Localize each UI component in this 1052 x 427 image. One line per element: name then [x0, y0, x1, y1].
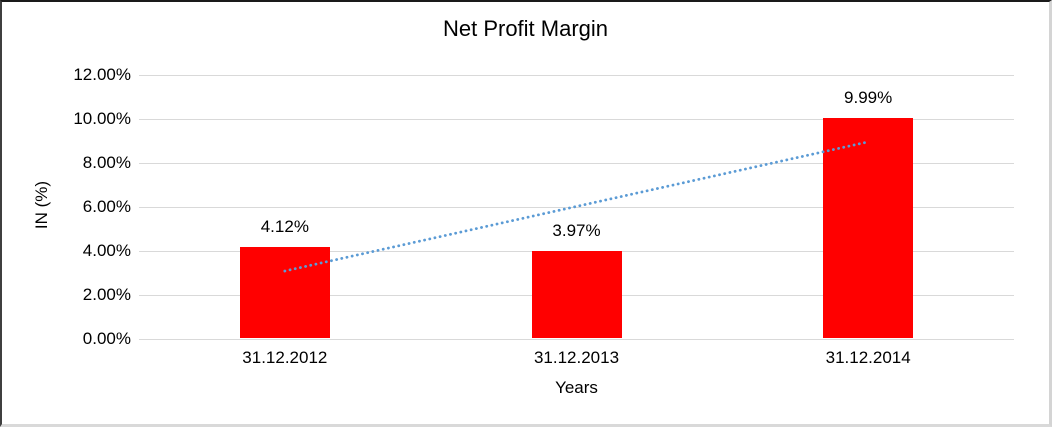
- x-tick-label: 31.12.2014: [825, 348, 911, 367]
- data-label: 9.99%: [844, 88, 893, 108]
- gridline: [139, 119, 1014, 120]
- y-tick-label: 10.00%: [73, 109, 131, 128]
- bar: [823, 118, 914, 338]
- gridline: [139, 339, 1014, 340]
- x-axis-title: Years: [555, 378, 598, 397]
- chart-title: Net Profit Margin: [442, 16, 609, 41]
- data-label: 3.97%: [552, 220, 601, 240]
- y-tick-label: 8.00%: [82, 153, 131, 172]
- x-axis: 31.12.2012 31.12.2013 31.12.2014: [139, 348, 1014, 370]
- y-tick-label: 6.00%: [82, 197, 131, 216]
- y-tick-label: 2.00%: [82, 285, 131, 304]
- bar: [531, 250, 622, 338]
- y-axis: 12.00% 10.00% 8.00% 6.00% 4.00% 2.00% 0.…: [2, 65, 131, 348]
- x-tick-label: 31.12.2013: [533, 348, 620, 367]
- y-tick-label: 12.00%: [73, 65, 131, 84]
- bar-group: 9.99%: [823, 75, 914, 339]
- x-tick-label: 31.12.2012: [242, 348, 328, 367]
- gridline: [139, 75, 1014, 76]
- bar: [239, 247, 330, 338]
- bar-group: 4.12%: [239, 75, 330, 339]
- bar-group: 3.97%: [531, 75, 622, 339]
- y-tick-label: 4.00%: [82, 241, 131, 260]
- plot-area: 4.12% 3.97% 9.99%: [139, 75, 1014, 340]
- y-tick-label: 0.00%: [82, 329, 131, 348]
- data-label: 4.12%: [260, 217, 309, 237]
